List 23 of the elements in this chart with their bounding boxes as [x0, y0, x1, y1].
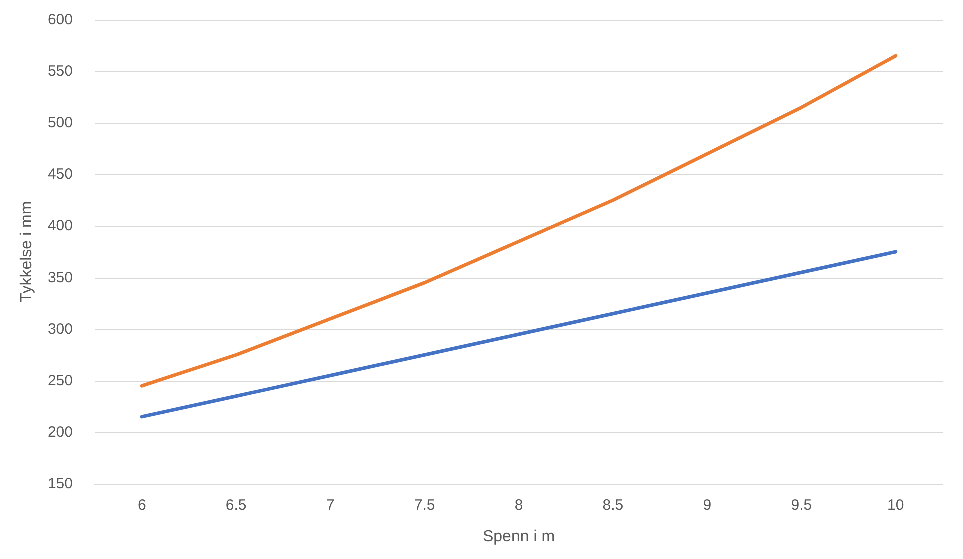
x-axis-title: Spenn i m [482, 528, 556, 546]
x-tick-label: 10 [888, 497, 904, 514]
y-tick-label: 400 [48, 218, 73, 235]
y-tick-label: 350 [48, 269, 73, 286]
line-series [140, 54, 898, 388]
y-tick-label: 450 [48, 166, 73, 184]
y-tick-label: 500 [48, 114, 73, 132]
x-tick-label: 8 [514, 497, 524, 514]
y-axis-title: Tykkelse i mm [18, 201, 36, 303]
x-tick-label: 6 [138, 497, 146, 514]
y-tick-label: 250 [48, 372, 73, 390]
y-tick-label: 200 [48, 424, 73, 441]
x-tick-label: 9.5 [791, 497, 812, 514]
x-tick-label: 7 [326, 497, 335, 514]
x-tick-label: 9 [703, 497, 712, 514]
x-tick-label: 6.5 [226, 497, 247, 514]
y-tick-label: 300 [48, 320, 73, 338]
x-tick-label: 7.5 [414, 497, 436, 514]
y-tick-label: 150 [48, 476, 73, 492]
y-tick-label: 600 [48, 12, 73, 28]
x-tick-label: 8.5 [602, 497, 624, 514]
line-series [140, 250, 898, 419]
y-tick-label: 550 [48, 63, 73, 80]
